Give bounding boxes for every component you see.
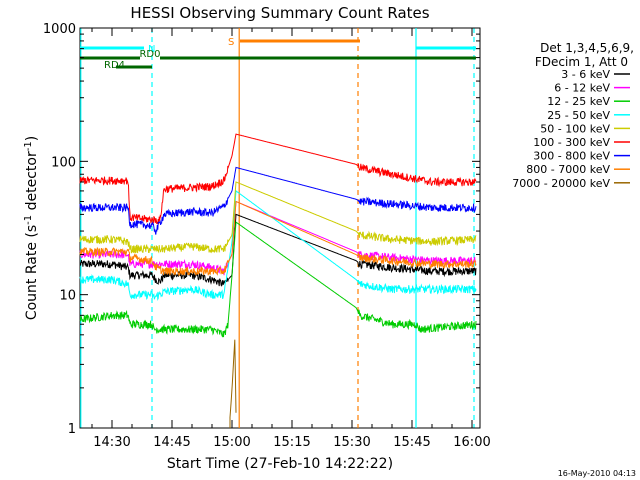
y-label-part2: detector [24,151,40,215]
legend-label-2: 12 - 25 keV [547,95,610,108]
flag-label-0: N [148,44,155,55]
x-tick-label-4: 15:30 [333,435,370,450]
series-line-0 [79,213,477,287]
legend-label-5: 100 - 300 keV [533,136,610,149]
chart-title: HESSI Observing Summary Count Rates [130,4,429,22]
x-tick-label-0: 14:30 [93,435,130,450]
plot-frame [79,27,481,429]
legend-label-7: 800 - 7000 keV [526,163,610,176]
x-tick-label-5: 15:45 [393,435,430,450]
flag-label-2: S [228,37,234,48]
legend-header-line1: Det 1,3,4,5,6,9, [540,41,634,55]
axis-ticks: 14:30 14:45 15:00 15:15 15:30 15:45 16:00 1 10 10… [43,22,491,450]
legend-label-6: 300 - 800 keV [533,150,610,163]
legend-label-4: 50 - 100 keV [540,122,610,135]
footer-date: 16-May-2010 04:13 [558,469,636,478]
y-label-sup2: -1 [23,141,34,151]
flag-bars: N S RD0 RD4 [80,37,476,71]
x-tick-label-1: 14:45 [153,435,190,450]
y-label-part1: Count Rate (s [24,225,40,320]
instrument-state-lines [80,28,475,428]
x-tick-label-6: 16:00 [453,435,490,450]
legend-label-3: 25 - 50 keV [547,109,610,122]
x-tick-label-2: 15:00 [213,435,250,450]
y-tick-label-3: 1000 [43,22,76,37]
flag-label-4: RD4 [104,60,125,71]
y-tick-label-0: 1 [68,422,76,437]
legend: Det 1,3,4,5,6,9, FDecim 1, Att 0 3 - 6 k… [512,41,634,190]
y-label-sup1: -1 [23,215,34,225]
x-axis-label: Start Time (27-Feb-10 14:22:22) [167,456,393,472]
y-tick-label-2: 100 [51,155,76,170]
y-axis-label: Count Rate (s-1 detector-1) [23,136,40,320]
series-line-5 [79,133,477,225]
series-line-8 [229,339,237,428]
legend-label-1: 6 - 12 keV [554,82,610,95]
legend-label-0: 3 - 6 keV [561,68,610,81]
x-tick-label-3: 15:15 [273,435,310,450]
series-line-6 [79,166,477,235]
series-line-2 [79,221,477,338]
series-line-3 [79,189,477,302]
legend-label-8: 7000 - 20000 keV [512,177,610,190]
legend-header-line2: FDecim 1, Att 0 [535,55,628,69]
y-tick-label-1: 10 [59,289,76,304]
series-line-4 [79,181,477,254]
data-series-group [79,133,477,428]
series-line-7 [79,200,477,277]
y-label-part3: ) [24,136,40,141]
flag-label-3: RD0 [139,49,160,60]
